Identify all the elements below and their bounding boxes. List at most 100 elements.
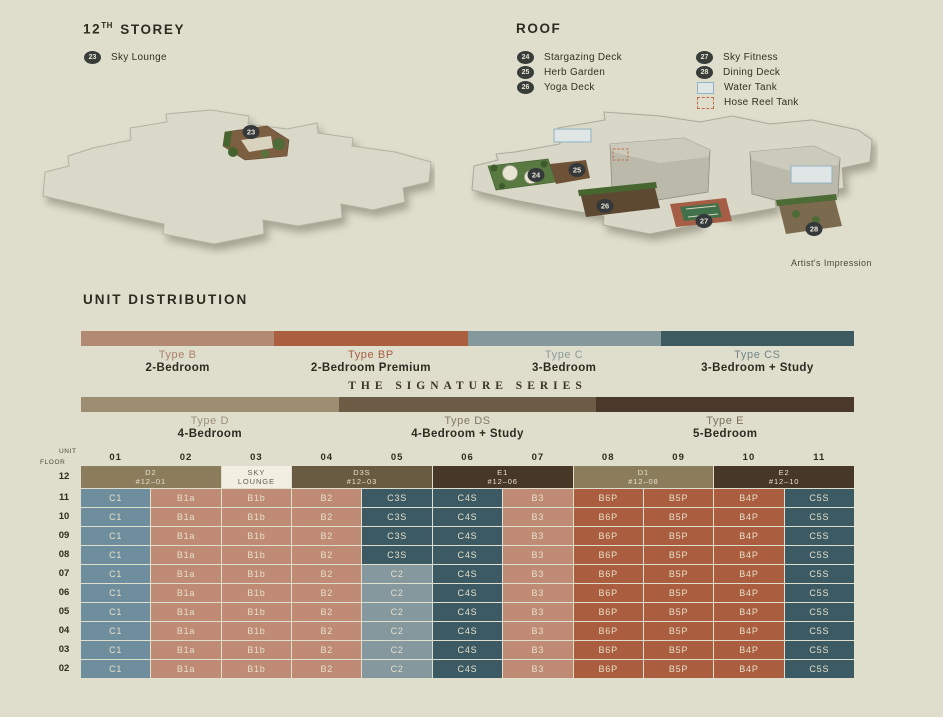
unit-cell: C1: [81, 546, 151, 564]
svg-text:26: 26: [601, 202, 609, 211]
water-tank-left: [553, 128, 592, 143]
type-desc: 2-Bedroom: [145, 362, 210, 374]
unit-cell: B4P: [714, 641, 784, 659]
sky-fitness-area: [670, 198, 732, 227]
type-bar-segment: [81, 331, 275, 346]
unit-table-body: C1 B1a B1b B2 C3S C4S B3 B6P B5P B4P C5S C1 B1a B1b B2…: [81, 489, 854, 678]
unit-cell: B6P: [573, 622, 643, 640]
unit-cell: C3S: [362, 546, 432, 564]
unit-cell: C5S: [784, 641, 854, 659]
unit-cell: C2: [362, 622, 432, 640]
unit-cell: C2: [362, 641, 432, 659]
type-code: Type E: [706, 415, 745, 427]
legend-item: Water Tank: [696, 80, 799, 95]
unit-cell: B1b: [221, 489, 292, 507]
unit-cell: C5S: [784, 546, 854, 564]
svg-text:25: 25: [573, 166, 581, 175]
unit-cell: B3: [503, 584, 573, 602]
unit-cell: C4S: [432, 641, 503, 659]
type-desc: 4-Bedroom: [177, 428, 242, 440]
unit-cell: C2: [362, 660, 432, 678]
roof-core-right-top: [750, 146, 840, 171]
floor-label: 02: [58, 663, 70, 674]
unit-cell: B5P: [643, 527, 714, 545]
unit-cell: B4P: [714, 565, 784, 583]
unit-cell: C4S: [432, 622, 503, 640]
type-bar-label: Type E 5-Bedroom: [596, 415, 854, 441]
unit-cell: C5S: [784, 622, 854, 640]
storey12-title-word: STOREY: [120, 21, 186, 37]
floor-label: 11: [58, 492, 70, 503]
unit-cell: C5S: [784, 584, 854, 602]
unit-cell: B3: [503, 546, 573, 564]
unit-cell: B1b: [221, 603, 292, 621]
unit-cell: B1a: [151, 622, 221, 640]
roof-title: ROOF: [516, 21, 562, 36]
unit-cell: B5P: [643, 508, 714, 526]
unit-cell: B1a: [151, 546, 221, 564]
legend-item-label: Dining Deck: [723, 67, 781, 78]
floor-labels: 11 10 09 08 07 06 05 04 03 02: [48, 489, 80, 679]
unit-cell: C4S: [432, 565, 503, 583]
unit-cell: B3: [503, 641, 573, 659]
water-tank-right: [790, 165, 833, 184]
unit-cell: C1: [81, 622, 151, 640]
type-bar-segment: [467, 331, 661, 346]
type-bar-label: Type B 2-Bedroom: [81, 349, 274, 375]
unit-header: 07: [531, 452, 545, 463]
unit-cell: B2: [292, 603, 362, 621]
unit-cell: C2: [362, 584, 432, 602]
unit-cell: C5S: [784, 603, 854, 621]
plan-badge-24: 24: [527, 168, 545, 182]
unit-cell: B4P: [714, 622, 784, 640]
unit-cell: B1a: [151, 565, 221, 583]
unit-cell: B1b: [221, 546, 292, 564]
type-desc: 3-Bedroom + Study: [701, 362, 814, 374]
legend-badge: 23: [84, 51, 101, 64]
storey12-floor-plan: 23: [42, 109, 432, 245]
unit-cell: B1b: [221, 622, 292, 640]
unit-cell: B1b: [221, 527, 292, 545]
unit-header: 11: [813, 452, 826, 463]
unit-cell: C5S: [784, 565, 854, 583]
legend-item: 24 Stargazing Deck: [517, 50, 622, 65]
unit-cell: B3: [503, 508, 573, 526]
unit-cell: B6P: [573, 584, 643, 602]
floor-label: 03: [58, 644, 70, 655]
unit-cell-12: E2 #12–10: [714, 466, 854, 488]
unit-cell: B1a: [151, 641, 221, 659]
unit-cell: C4S: [432, 508, 503, 526]
unit-cell: B3: [503, 603, 573, 621]
unit-cell-12: D1 #12–08: [573, 466, 714, 488]
dining-deck-area: [776, 194, 842, 234]
legend-item-label: Yoga Deck: [544, 82, 595, 93]
unit-header: 06: [461, 452, 474, 463]
legend-item-label: Water Tank: [724, 82, 778, 93]
type-bar-label: Type BP 2-Bedroom Premium: [274, 349, 467, 375]
type-code: Type DS: [444, 415, 491, 427]
storey12-title-sup: TH: [101, 21, 113, 30]
roof-plan: 24 25 26 27 28: [471, 111, 873, 236]
svg-text:23: 23: [247, 128, 255, 137]
type-bar-label: Type CS 3-Bedroom + Study: [661, 349, 854, 375]
type-bar-row2-labels: Type D 4-Bedroom Type DS 4-Bedroom + Study T…: [81, 415, 854, 441]
unit-cell: B3: [503, 489, 573, 507]
unit-cell: C4S: [432, 603, 503, 621]
unit-cell: B4P: [714, 508, 784, 526]
unit-cell-number: #12–10: [768, 477, 800, 486]
unit-cell: C3S: [362, 527, 432, 545]
unit-cell: C3S: [362, 508, 432, 526]
unit-cell: B3: [503, 527, 573, 545]
table-corner-unit-label: UNIT: [59, 448, 77, 455]
water-tank-swatch: [697, 81, 714, 94]
unit-cell: B3: [503, 660, 573, 678]
unit-cell: B4P: [714, 546, 784, 564]
unit-header: 04: [320, 452, 334, 463]
type-code: Type D: [190, 415, 230, 427]
unit-cell: C4S: [432, 584, 503, 602]
unit-cell: C5S: [784, 527, 854, 545]
unit-cell: B6P: [573, 527, 643, 545]
roof-core-left-top: [610, 138, 710, 163]
legend-item: 26 Yoga Deck: [517, 80, 622, 95]
unit-cell: B5P: [643, 584, 714, 602]
